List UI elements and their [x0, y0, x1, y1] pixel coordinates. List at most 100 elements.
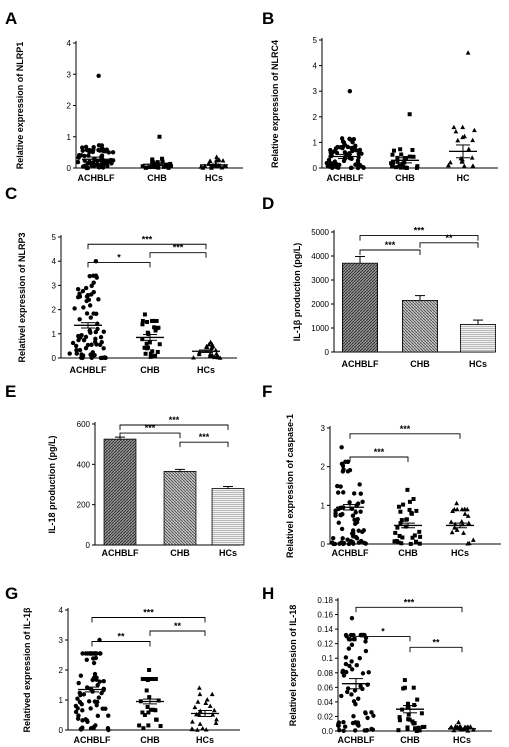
data-point [88, 315, 94, 320]
data-point [414, 508, 419, 513]
data-point [353, 702, 358, 707]
data-point [75, 159, 81, 165]
data-point [342, 724, 348, 729]
significance-bracket [149, 252, 207, 258]
data-point [401, 686, 406, 691]
data-point [94, 651, 99, 656]
data-point [154, 717, 159, 722]
data-point [355, 165, 361, 171]
x-category-label: ACHBLF [70, 365, 107, 375]
data-point [335, 490, 341, 495]
data-point [466, 520, 472, 526]
data-point [399, 541, 404, 546]
data-point [211, 707, 217, 713]
data-point [137, 723, 142, 728]
data-point [147, 668, 152, 672]
data-point [357, 482, 362, 487]
data-point [417, 728, 422, 733]
data-point [407, 112, 412, 117]
data-point [157, 134, 162, 139]
data-point [146, 723, 151, 728]
data-point [398, 165, 403, 170]
significance-label: *** [143, 608, 154, 618]
panel-h: H 0.0 0.02 0.04 0.06 0.08 0.1 0.12 0.14 0.16 0.18 R… [262, 584, 492, 745]
data-point [90, 677, 95, 683]
data-point [349, 165, 354, 171]
data-point [455, 137, 461, 143]
data-point [213, 720, 219, 725]
data-point [411, 497, 416, 502]
data-point [203, 700, 209, 705]
data-point [145, 704, 150, 709]
data-point [83, 334, 89, 340]
data-point [96, 695, 102, 700]
data-point [456, 719, 461, 725]
data-point [345, 689, 350, 695]
data-point [335, 483, 340, 489]
y-tick-label: 400 [77, 460, 91, 469]
panel-d: D 0 1000 2000 3000 4000 5000 IL-1β production (… [262, 194, 496, 369]
data-point [351, 714, 356, 719]
data-point [92, 671, 98, 677]
data-point [412, 703, 417, 708]
y-tick-label: 1000 [311, 324, 329, 333]
bar [459, 323, 496, 353]
data-point [81, 337, 87, 343]
y-tick-label: 1 [313, 138, 318, 147]
data-point [349, 667, 355, 672]
data-point [472, 127, 477, 133]
y-tick-label: 4 [313, 62, 318, 71]
data-point [390, 160, 395, 165]
data-point [333, 146, 339, 151]
x-category-label: HCs [205, 173, 223, 183]
data-point [72, 306, 77, 311]
significance-bracket [149, 630, 206, 636]
data-point [353, 162, 358, 167]
data-point [169, 164, 174, 169]
significance-label: *** [404, 597, 415, 607]
data-point [408, 541, 413, 546]
data-point [194, 727, 200, 732]
panel-g: G 0 1 2 3 4 Relatived expression of IL-1β ACHBL… [5, 584, 240, 745]
data-point [341, 720, 346, 725]
data-point [80, 651, 85, 656]
data-point [203, 727, 209, 732]
significance-label: ** [432, 637, 440, 647]
y-tick-label: 0.16 [317, 611, 333, 620]
data-point [365, 715, 370, 721]
data-point [91, 660, 97, 666]
y-tick-label: 1 [321, 501, 326, 510]
data-point [366, 670, 371, 675]
data-point [397, 715, 402, 720]
significance-bracket [355, 606, 463, 613]
data-point [407, 499, 412, 504]
data-point [344, 669, 349, 675]
data-point [399, 518, 404, 523]
x-category-label: HCs [196, 735, 214, 745]
data-point [216, 157, 222, 162]
significance-bracket [87, 243, 207, 250]
y-tick-label: 1 [59, 696, 64, 705]
data-point [326, 157, 332, 163]
data-point [101, 346, 106, 351]
data-point [398, 521, 403, 526]
data-point [345, 144, 350, 150]
data-point [341, 490, 346, 495]
data-point [390, 152, 395, 157]
significance-label: *** [385, 240, 396, 250]
data-point [78, 335, 83, 340]
y-tick-label: 0 [52, 354, 57, 363]
data-point [106, 713, 111, 718]
data-point [93, 655, 99, 661]
data-point [346, 646, 352, 651]
data-point [449, 529, 455, 535]
x-category-label: ACHBLF [332, 548, 369, 558]
data-point [347, 637, 353, 642]
data-point [331, 535, 336, 541]
data-point [460, 124, 466, 130]
data-point [197, 721, 203, 726]
x-category-label: HCs [197, 365, 215, 375]
data-point [349, 615, 355, 621]
data-point [195, 699, 201, 704]
data-point [353, 728, 358, 733]
